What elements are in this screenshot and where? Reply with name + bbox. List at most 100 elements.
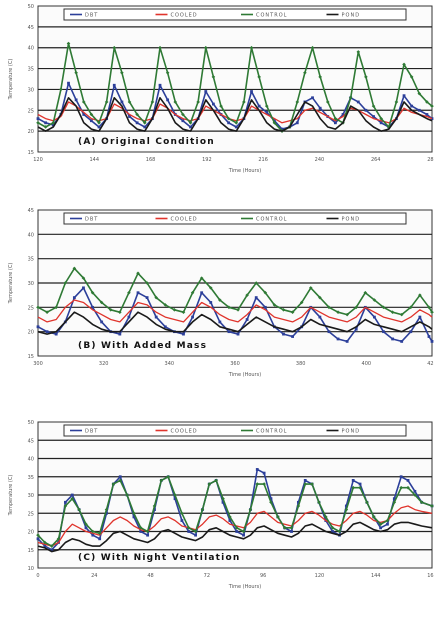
y-tick-label: 20 xyxy=(28,530,34,536)
data-point xyxy=(105,511,108,515)
data-point xyxy=(97,121,101,125)
data-point xyxy=(118,478,123,483)
legend-label-control: CONTROL xyxy=(256,13,287,19)
x-tick-label: 360 xyxy=(230,361,240,367)
y-tick-label: 50 xyxy=(28,420,34,426)
data-point xyxy=(227,305,231,310)
data-point xyxy=(385,518,390,523)
data-point xyxy=(219,104,223,108)
data-point xyxy=(356,50,361,54)
y-tick-label: 25 xyxy=(28,108,34,114)
panel-caption: (A) Original Condition xyxy=(78,137,215,147)
data-point xyxy=(82,286,85,290)
series-control xyxy=(36,266,434,317)
data-point xyxy=(112,83,116,87)
data-point xyxy=(120,70,124,75)
data-point xyxy=(203,45,208,50)
data-point xyxy=(236,307,240,312)
data-point xyxy=(43,540,47,545)
data-point xyxy=(272,303,277,307)
x-tick-label: 288 xyxy=(427,157,434,163)
x-tick-label: 120 xyxy=(33,157,43,163)
data-point xyxy=(379,526,383,530)
data-point xyxy=(310,45,315,50)
data-point xyxy=(226,116,231,121)
data-point xyxy=(372,115,375,118)
data-point xyxy=(145,281,149,285)
data-point xyxy=(51,121,56,125)
data-point xyxy=(214,478,218,483)
data-point xyxy=(371,104,376,108)
data-point xyxy=(89,112,94,117)
data-point xyxy=(242,533,245,537)
data-point xyxy=(190,290,195,295)
data-point xyxy=(303,479,307,482)
data-point xyxy=(158,83,162,87)
data-point xyxy=(81,276,86,280)
data-point xyxy=(82,113,86,116)
data-point xyxy=(146,533,150,537)
x-tick-label: 400 xyxy=(362,361,372,367)
data-point xyxy=(282,526,287,530)
data-point xyxy=(399,312,404,317)
data-point xyxy=(59,87,63,92)
data-point xyxy=(43,125,48,129)
data-point xyxy=(51,123,55,127)
data-point xyxy=(265,110,269,114)
data-point xyxy=(200,291,204,295)
data-point xyxy=(417,108,421,112)
data-point xyxy=(97,531,102,536)
x-tick-label: 320 xyxy=(99,361,109,367)
legend-label-pond: POND xyxy=(342,429,361,435)
data-point xyxy=(373,315,376,319)
data-point xyxy=(382,330,385,334)
data-point xyxy=(84,522,88,526)
data-point xyxy=(234,121,239,125)
x-axis-label: Time (Hours) xyxy=(228,168,261,174)
data-point xyxy=(180,519,184,522)
x-tick-label: 340 xyxy=(165,361,175,367)
data-point xyxy=(417,91,422,96)
x-tick-label: 96 xyxy=(260,573,266,579)
legend-label-dbt: DBT xyxy=(85,217,98,223)
x-axis-label: Time (Hours) xyxy=(228,584,261,590)
data-point xyxy=(173,493,177,497)
data-point xyxy=(163,325,167,329)
data-point xyxy=(189,125,192,129)
data-point xyxy=(409,75,414,79)
data-point xyxy=(325,100,330,104)
x-tick-label: 120 xyxy=(315,573,325,579)
y-tick-label: 20 xyxy=(28,129,34,135)
data-point xyxy=(354,327,358,331)
x-tick-label: 192 xyxy=(202,157,212,163)
x-tick-label: 300 xyxy=(33,361,43,367)
data-point xyxy=(413,493,417,497)
series-line-pond xyxy=(37,521,433,553)
x-tick-label: 144 xyxy=(90,157,100,163)
data-point xyxy=(364,108,368,112)
data-point xyxy=(364,75,368,79)
data-point xyxy=(100,320,104,324)
data-point xyxy=(392,497,396,501)
data-point xyxy=(36,117,40,121)
y-tick-label: 30 xyxy=(28,281,34,287)
series-line-cooled xyxy=(37,299,433,323)
series-line-control xyxy=(37,476,433,547)
data-point xyxy=(236,332,240,336)
data-point xyxy=(173,497,177,501)
data-point xyxy=(77,507,81,512)
data-point xyxy=(208,286,213,290)
data-point xyxy=(194,533,197,537)
data-point xyxy=(406,479,410,482)
legend-label-control: CONTROL xyxy=(256,429,287,435)
series-pond xyxy=(37,521,433,553)
data-point xyxy=(209,301,213,304)
data-point xyxy=(136,291,140,295)
chart-svg: 15 20 25 30 35 40 45 50 120 144 168 192 216 240 264 288… xyxy=(8,4,434,174)
data-point xyxy=(91,305,94,309)
data-point xyxy=(221,500,225,504)
data-point xyxy=(249,45,254,50)
data-point xyxy=(291,335,294,338)
data-point xyxy=(45,330,49,334)
data-point xyxy=(187,530,191,533)
